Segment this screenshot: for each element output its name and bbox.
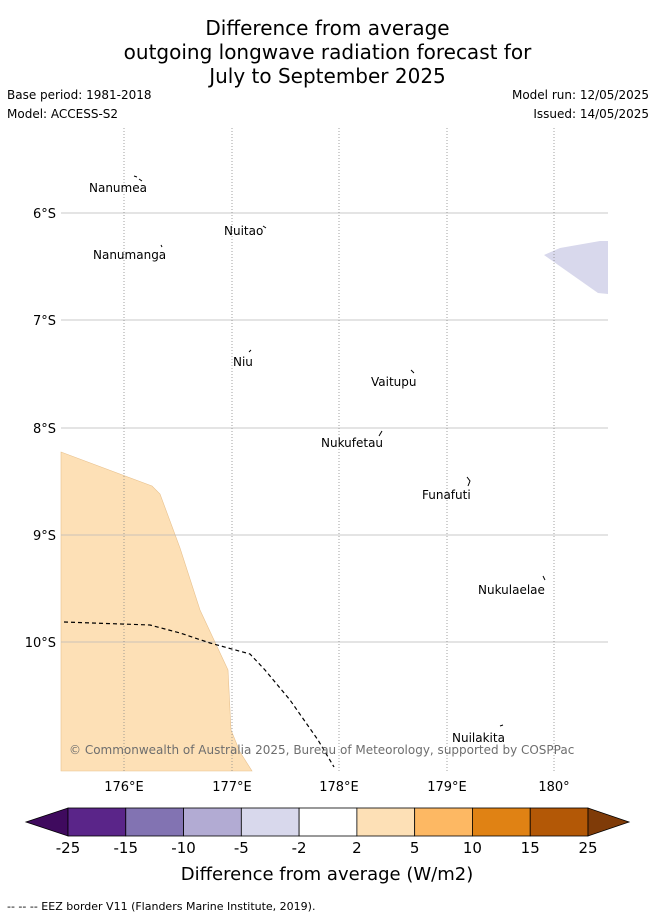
colorbar-segment [125,807,184,837]
funafuti-island-shape [466,476,471,487]
colorbar-segment [356,807,416,837]
lat-label-8s: 8°S [33,422,56,437]
colorbar [24,807,631,837]
model-run-label: Model run: 12/05/2025 [511,88,649,102]
island-label-nukulaelae: Nukulaelae [478,583,545,597]
island-label-nanumea: Nanumea [89,181,147,195]
colorbar-tick-label: 10 [463,839,482,857]
chart-title: Difference from average outgoing longwav… [0,16,655,88]
colorbar-segment [240,807,300,837]
lon-label-176e: 176°E [104,780,144,795]
colorbar-segment [414,807,473,837]
lat-label-9s: 9°S [33,529,56,544]
colorbar-tick-label: -15 [114,839,139,857]
eez-border [63,621,335,768]
colorbar-extend-high [587,807,631,837]
island-label-funafuti: Funafuti [422,488,471,502]
nuilakita-island-shape [499,724,504,727]
lon-label-178e: 178°E [319,780,359,795]
colorbar-tick-label: -10 [171,839,196,857]
nukulaelae-island-shape [542,575,546,581]
colorbar-segment [183,807,242,837]
positive-anomaly-region [60,451,253,772]
lon-label-180: 180° [538,780,569,795]
eez-legend-note: -- -- -- EEZ border V11 (Flanders Marine… [7,900,316,913]
island-label-niu: Niu [233,355,253,369]
lon-label-177e: 177°E [212,780,252,795]
colorbar-segment [472,807,531,837]
colorbar-tick-label: 2 [352,839,362,857]
lon-label-179e: 179°E [427,780,467,795]
title-line-1: Difference from average [205,16,450,40]
lat-label-6s: 6°S [33,207,56,222]
colorbar-extend-low [24,807,69,837]
colorbar-tick-label: -5 [234,839,249,857]
colorbar-segment [298,807,358,837]
title-line-3: July to September 2025 [209,64,446,88]
colorbar-segment [529,807,589,837]
issued-label: Issued: 14/05/2025 [533,107,649,121]
colorbar-segment [67,807,127,837]
title-line-2: outgoing longwave radiation forecast for [123,40,532,64]
copyright-notice: © Commonwealth of Australia 2025, Bureau… [69,743,574,757]
colorbar-label: Difference from average (W/m2) [181,864,473,885]
base-period-label: Base period: 1981-2018 [7,88,152,102]
model-label: Model: ACCESS-S2 [7,107,119,121]
lat-label-10s: 10°S [25,636,56,651]
vaitupu-island-shape [410,369,415,374]
colorbar-tick-label: -25 [56,839,81,857]
nanumanga-island-shape [160,244,163,248]
niu-island-shape [248,349,252,353]
map-plot-area: Nanumea Nuitao Nanumanga Niu Vaitupu Nuk… [60,128,608,772]
lat-label-7s: 7°S [33,314,56,329]
island-label-nukufetau: Nukufetau [321,436,383,450]
island-label-nuitao: Nuitao [224,224,263,238]
island-label-nanumanga: Nanumanga [93,248,166,262]
colorbar-tick-label: 15 [521,839,540,857]
nukufetau-island-shape [378,430,383,437]
negative-anomaly-region [544,241,608,294]
island-label-nuilakita: Nuilakita [452,731,505,745]
colorbar-tick-label: -2 [292,839,307,857]
colorbar-ticks: -25 -15 -10 -5 -2 2 5 10 15 25 [56,839,598,857]
nanumea-island-shape [133,175,143,182]
island-label-vaitupu: Vaitupu [371,375,417,389]
colorbar-tick-label: 5 [410,839,420,857]
colorbar-tick-label: 25 [578,839,597,857]
nuitao-island-shape [262,225,267,229]
